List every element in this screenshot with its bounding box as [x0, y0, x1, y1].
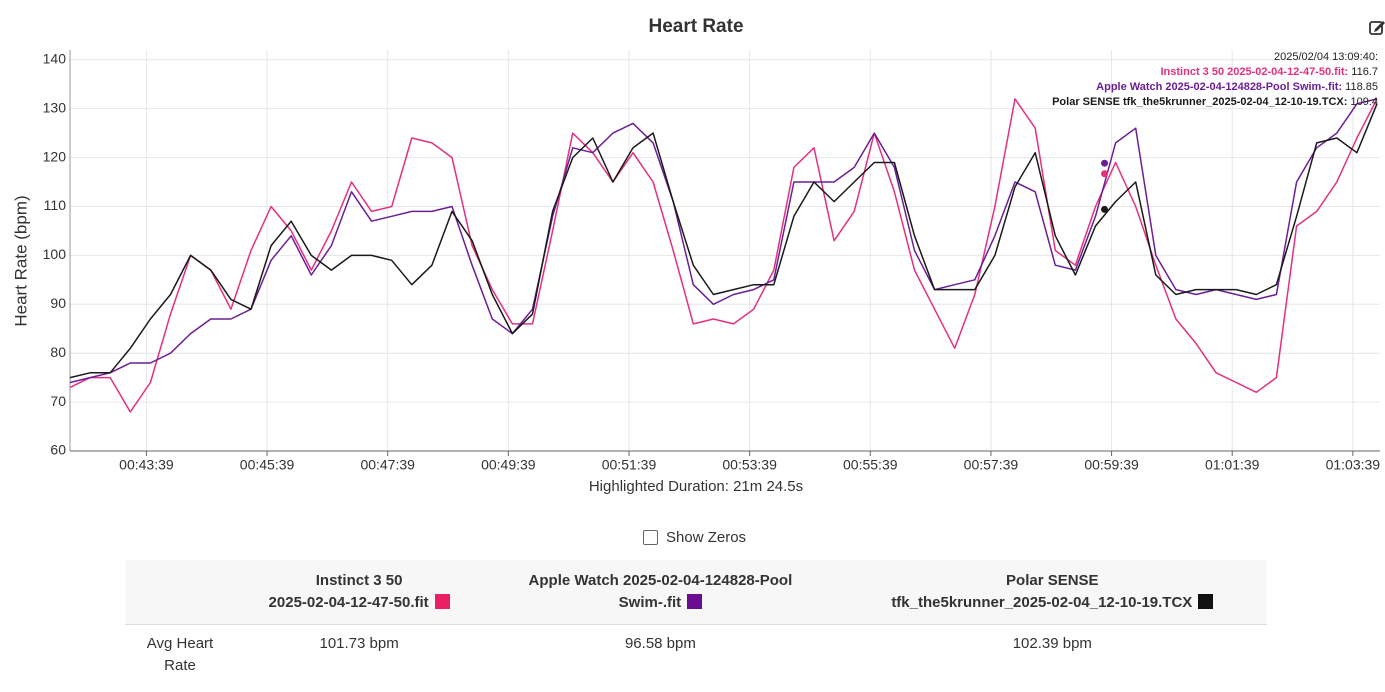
y-tick-label: 90 [50, 295, 66, 311]
tooltip-label: Apple Watch 2025-02-04-124828-Pool Swim-… [1096, 81, 1342, 93]
y-tick-label: 120 [43, 148, 67, 164]
x-tick-label: 00:59:39 [1084, 457, 1139, 473]
header-line: 2025-02-04-12-47-50.fit [241, 592, 477, 614]
tooltip-value: 116.7 [1351, 66, 1378, 78]
header-line: Instinct 3 50 [315, 572, 403, 589]
x-tick-label: 00:47:39 [360, 457, 415, 473]
x-tick-label: 00:57:39 [964, 457, 1019, 473]
checkbox-label[interactable]: Show Zeros [666, 529, 747, 546]
y-tick-label: 130 [43, 99, 67, 115]
checkbox[interactable] [643, 530, 658, 545]
x-axis-label: Highlighted Duration: 21m 24.5s [589, 478, 803, 495]
color-swatch [434, 594, 450, 609]
series-line [69, 103, 1378, 379]
header-line: Swim-.fit [489, 592, 831, 614]
tooltip-entry: Polar SENSE tfk_the5krunner_2025-02-04_1… [1052, 95, 1378, 110]
tooltip-entry: Instinct 3 50 2025-02-04-12-47-50.fit116… [1052, 65, 1379, 80]
summary-table: Instinct 3 50 2025-02-04-12-47-50.fit Appl… [125, 560, 1267, 685]
header-cell: Instinct 3 50 2025-02-04-12-47-50.fit [235, 560, 484, 625]
row-label: Avg Heart Rate [146, 635, 214, 674]
series-line [69, 98, 1378, 413]
header-line: Apple Watch 2025-02-04-124828-Pool [528, 572, 793, 589]
table-body: Avg Heart Rate 101.73 bpm 96.58 bpm 102.39 … [125, 625, 1267, 686]
tooltip-label: Instinct 3 50 2025-02-04-12-47-50.fit [1161, 66, 1349, 78]
color-swatch [1198, 594, 1214, 609]
edit-icon[interactable] [1369, 21, 1385, 35]
x-tick-label: 00:49:39 [481, 457, 536, 473]
x-tick-label: 01:03:39 [1326, 457, 1381, 473]
header-line: tfk_the5krunner_2025-02-04_12-10-19.TCX [844, 592, 1261, 614]
y-tick-label: 60 [50, 442, 66, 458]
table-cell: 102.39 bpm [1012, 635, 1092, 652]
header-cell: Polar SENSE tfk_the5krunner_2025-02-04_12… [837, 560, 1267, 625]
x-tick-label: 00:51:39 [602, 457, 657, 473]
y-axis-label: Heart Rate (bpm) [11, 195, 30, 326]
x-tick-label: 00:45:39 [240, 457, 295, 473]
x-tick-label: 00:53:39 [722, 457, 777, 473]
header-cell: Apple Watch 2025-02-04-124828-Pool Swim-.… [483, 560, 838, 625]
table-row: Avg Heart Rate 101.73 bpm 96.58 bpm 102.39 … [125, 625, 1267, 686]
y-tick-label: 110 [44, 197, 67, 213]
tooltip: 2025/02/04 13:09:40: Instinct 3 50 2025-… [1052, 50, 1378, 110]
series-line [69, 98, 1378, 384]
header-text: Swim-.fit [618, 594, 682, 611]
chart-title: Heart Rate [648, 16, 743, 37]
tooltip-label: Polar SENSE tfk_the5krunner_2025-02-04_1… [1052, 96, 1347, 108]
table-header: Instinct 3 50 2025-02-04-12-47-50.fit Appl… [125, 560, 1267, 625]
y-tick-label: 70 [50, 393, 66, 409]
header-line: Polar SENSE [1006, 572, 1099, 589]
y-tick-label: 100 [43, 246, 67, 262]
table-cell: 101.73 bpm [319, 635, 399, 652]
tooltip-value: 109.4 [1350, 96, 1378, 108]
x-tick-label: 00:43:39 [119, 457, 174, 473]
highlight-point [1101, 159, 1109, 167]
tooltip-entry: Apple Watch 2025-02-04-124828-Pool Swim-… [1052, 80, 1378, 95]
highlight-point [1101, 170, 1109, 178]
x-tick-label: 01:01:39 [1205, 457, 1260, 473]
header-cell [125, 560, 235, 625]
x-tick-label: 00:55:39 [843, 457, 898, 473]
highlight-point [1101, 205, 1109, 213]
grid [70, 50, 1380, 452]
table-cell: 96.58 bpm [624, 635, 696, 652]
show-zeros-control[interactable]: Show Zeros [643, 529, 746, 546]
header-text: 2025-02-04-12-47-50.fit [268, 594, 429, 611]
tooltip-time: 2025/02/04 13:09:40: [1274, 51, 1378, 63]
color-swatch [687, 594, 703, 609]
chart: Heart Rate Highlighted Duration: 21m 24.… [11, 16, 1385, 495]
y-tick-label: 140 [43, 50, 67, 66]
header-text: tfk_the5krunner_2025-02-04_12-10-19.TCX [891, 594, 1193, 611]
tooltip-value: 118.85 [1345, 81, 1378, 93]
y-tick-label: 80 [50, 344, 66, 360]
